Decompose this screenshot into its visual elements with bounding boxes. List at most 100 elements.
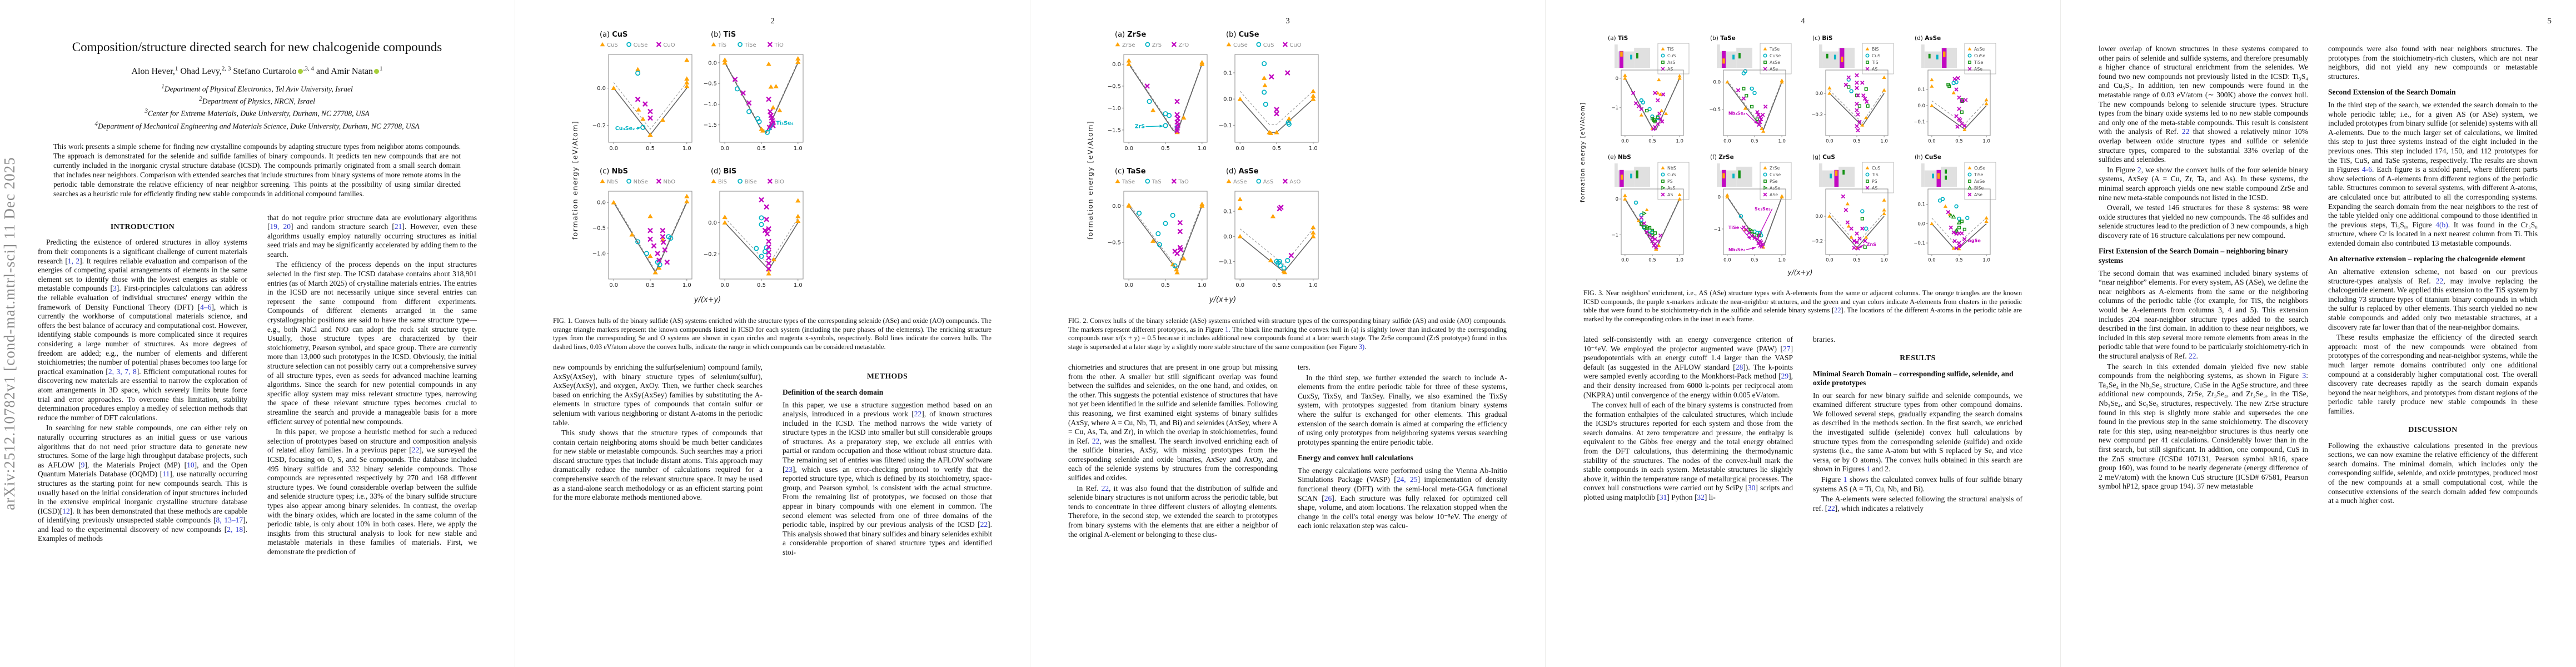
svg-text:AsS: AsS — [1667, 60, 1675, 65]
citation-link[interactable]: 22 — [1827, 504, 1835, 512]
citation-link[interactable]: 12 — [62, 506, 70, 515]
figure-link[interactable]: 2 — [2137, 165, 2141, 174]
svg-text:−0.1: −0.1 — [1914, 241, 1925, 246]
page-3: 3 ZrSe ZrS ZrO 0.0 0.5 1.0 0.0 −0.5 −1.0 −1.5 (a) … — [1030, 0, 1546, 667]
subplot-title: (a) TiS — [1608, 35, 1628, 42]
paragraph: In Figure 2, we show the convex hulls of… — [2099, 165, 2308, 202]
page-2-figure-zone: CuS CuSe CuO 0.0 0.5 1.0 0.0 −0.2 (a) CuS Cu₃Se₂ T… — [553, 0, 991, 352]
paragraph: In the third step of the search, we exte… — [2328, 100, 2538, 247]
page-3-left-column: chiometries and structures that are pres… — [1068, 363, 1278, 540]
figure-link[interactable]: 3) — [1358, 343, 1365, 351]
citation-link[interactable]: 22 — [2188, 352, 2196, 360]
annotation: Nb₃Se₄ — [1728, 111, 1746, 116]
svg-text:0.0: 0.0 — [1223, 234, 1232, 240]
citation-link[interactable]: 28 — [1735, 362, 1743, 371]
svg-text:−0.2: −0.2 — [592, 123, 606, 129]
page-4-figure-zone: TiS CuS AsS AS 0.0 0.5 1.0 0 −1 (a) TiS TaSe CuSe As… — [1579, 0, 2022, 324]
page-1-right-column: that do not require prior structure data… — [267, 213, 477, 558]
page-3-columns: chiometries and structures that are pres… — [1068, 363, 1507, 540]
svg-text:0.0: 0.0 — [1723, 258, 1731, 263]
citation-link[interactable]: 22 — [980, 520, 988, 529]
citation-link[interactable]: 24, 25 — [1396, 475, 1418, 484]
citation-link[interactable]: 22 — [2435, 276, 2444, 285]
periodic-table-inset — [1819, 163, 1855, 187]
citation-link[interactable]: 9 — [81, 460, 85, 469]
citation-link[interactable]: 19, 20 — [270, 222, 291, 231]
convex-hull-line — [1625, 78, 1680, 131]
page-number-3: 3 — [1285, 17, 1290, 26]
svg-text:0.5: 0.5 — [646, 146, 655, 152]
section-heading: DISCUSSION — [2408, 425, 2458, 434]
svg-text:AsS: AsS — [1667, 186, 1675, 191]
page-2-columns: new compounds by enriching the sulfur(se… — [553, 363, 992, 559]
svg-text:CuO: CuO — [663, 42, 675, 48]
svg-text:−0.1: −0.1 — [1219, 259, 1232, 265]
citation-link[interactable]: 1, 2 — [67, 256, 80, 265]
svg-text:0.5: 0.5 — [757, 282, 766, 288]
citation-link[interactable]: 8, 13–17 — [216, 516, 243, 525]
citation-link[interactable]: 31 — [1659, 493, 1667, 502]
subplot-title: (d) AsSe — [1226, 167, 1259, 176]
svg-text:0.0: 0.0 — [1223, 97, 1232, 103]
citation-link[interactable]: 22 — [914, 410, 922, 419]
subplot-TiS: 0.0 0.5 1.0 0.0 −0.5 −1.0 −1.5 (b) TiS Ti₃Se₄ — [704, 31, 804, 152]
convex-hull-line — [1128, 63, 1203, 133]
annotation: Nb₃Se₄ — [1728, 247, 1746, 252]
citation-link[interactable]: 10 — [187, 460, 195, 469]
svg-text:0.0: 0.0 — [1621, 258, 1629, 263]
figure-link[interactable]: 4(b) — [2435, 220, 2448, 229]
svg-text:−1.0: −1.0 — [704, 102, 717, 108]
svg-text:1.0: 1.0 — [1982, 258, 1990, 263]
citation-link[interactable]: 2, 3, 7, 8 — [108, 367, 137, 376]
svg-text:0.0: 0.0 — [708, 60, 717, 66]
subplot-NbS: 0.0 0.5 1.0 0.0 −0.5 −1.0 (c) NbS — [592, 167, 692, 288]
citation-link[interactable]: 22 — [1101, 484, 1109, 492]
figure-link[interactable]: 4-6 — [2361, 165, 2372, 174]
subplot-title: (g) CuS — [1812, 154, 1835, 161]
section-heading: METHODS — [866, 371, 908, 380]
paragraph: ters. — [1298, 362, 1311, 371]
orcid-icon[interactable] — [374, 69, 380, 74]
periodic-table-inset — [1717, 44, 1752, 68]
citation-link[interactable]: 22 — [2181, 127, 2190, 136]
citation-link[interactable]: 26 — [1324, 494, 1332, 502]
svg-text:CuSe: CuSe — [634, 42, 648, 48]
page-1-content: Composition/structure directed search fo… — [38, 0, 477, 667]
citation-link[interactable]: 11 — [162, 470, 170, 479]
citation-link[interactable]: 3 — [113, 284, 117, 293]
citation-link[interactable]: 4–6 — [200, 302, 212, 311]
paragraph: An alternative extension scheme, not bas… — [2328, 267, 2538, 331]
citation-link[interactable]: 22 — [1834, 306, 1841, 315]
citation-link[interactable]: 27 — [1783, 344, 1791, 353]
citation-link[interactable]: 2, 18 — [227, 525, 243, 534]
citation-link[interactable]: 23 — [785, 465, 793, 474]
citation-link[interactable]: 21 — [394, 222, 402, 231]
citation-link[interactable]: 22 — [1092, 436, 1100, 445]
citation-link[interactable]: 30 — [1747, 484, 1756, 492]
figure-2-chart: ZrSe ZrS ZrO 0.0 0.5 1.0 0.0 −0.5 −1.0 −1.5 (a) Zr… — [1086, 31, 1319, 304]
svg-text:ASe: ASe — [1974, 192, 1982, 197]
orcid-icon[interactable] — [297, 69, 303, 74]
svg-text:0.5: 0.5 — [1161, 282, 1170, 288]
figure-link[interactable]: 1 — [1866, 465, 1871, 474]
figure-link[interactable]: 1 — [1843, 475, 1847, 484]
svg-text:0.1: 0.1 — [1223, 71, 1232, 77]
svg-text:1.0: 1.0 — [1309, 282, 1318, 288]
citation-link[interactable]: 32 — [1697, 493, 1705, 502]
svg-text:0.0: 0.0 — [1917, 103, 1925, 109]
svg-text:NbO: NbO — [663, 179, 675, 185]
citation-link[interactable]: 22 — [411, 446, 420, 455]
subplot-title: (a) ZrSe — [1115, 31, 1146, 39]
figure-link[interactable]: 3 — [2302, 371, 2306, 380]
svg-text:−0.1: −0.1 — [1219, 123, 1232, 129]
page-2: 2 CuS CuSe CuO 0.0 0.5 1.0 0.0 −0.2 (a) CuS Cu₃Se… — [515, 0, 1030, 667]
figure-link[interactable]: 1 — [1225, 325, 1229, 334]
svg-text:−1.5: −1.5 — [704, 122, 717, 128]
citation-link[interactable]: 29 — [1781, 372, 1789, 381]
subplot-title: (c) BiS — [1812, 35, 1832, 42]
svg-text:0.0: 0.0 — [720, 282, 729, 288]
svg-text:0.5: 0.5 — [1272, 282, 1281, 288]
